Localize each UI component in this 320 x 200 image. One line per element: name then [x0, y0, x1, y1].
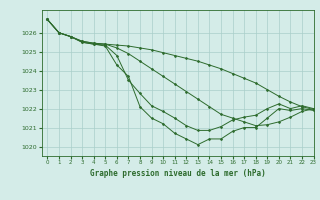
X-axis label: Graphe pression niveau de la mer (hPa): Graphe pression niveau de la mer (hPa) [90, 169, 266, 178]
